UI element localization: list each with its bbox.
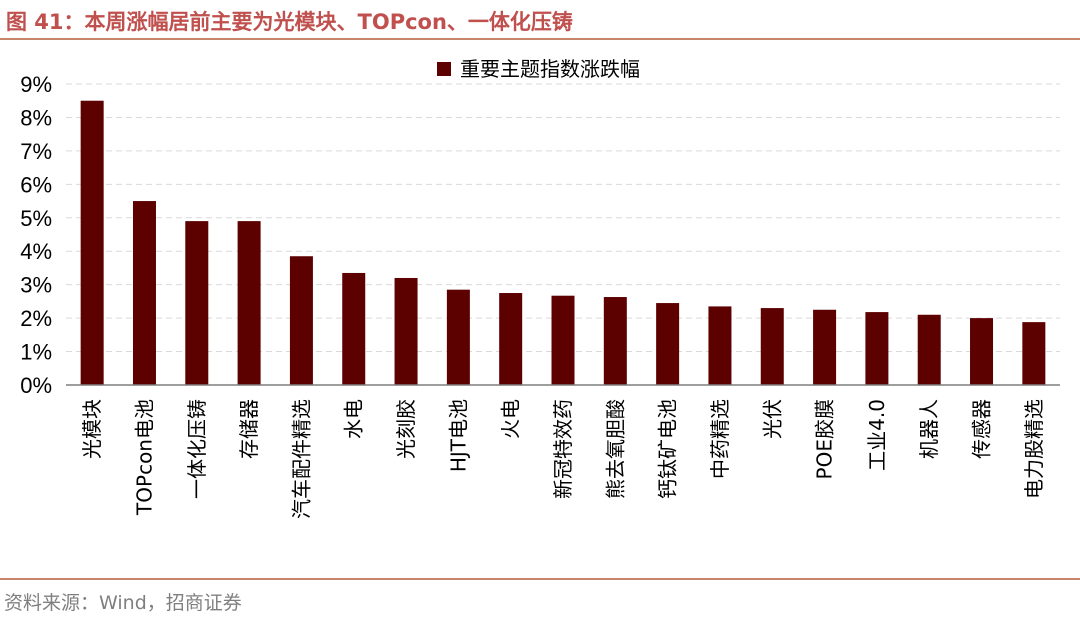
y-axis-ticks: 0% 1% 2% 3% 4% 5% 6% 7% 8% 9% — [20, 72, 52, 398]
x-category-label: 熊去氧胆酸 — [603, 399, 627, 499]
y-tick-label: 5% — [20, 206, 52, 231]
bar — [132, 201, 156, 385]
x-category-label: 钙钛矿电池 — [656, 399, 680, 499]
x-category-label: 光模块 — [80, 399, 104, 459]
y-tick-label: 3% — [20, 273, 52, 298]
x-category-label: 一体化压铸 — [185, 399, 209, 499]
y-tick-label: 4% — [20, 239, 52, 264]
x-category-label: 火电 — [499, 399, 523, 439]
bar — [865, 312, 889, 385]
x-axis-category-labels: 光模块 TOPcon电池 一体化压铸 存储器 汽车配件精选 水电 光刻胶 HJT电池 火电 新冠特… — [80, 399, 1046, 519]
x-category-label: 存储器 — [237, 399, 261, 459]
legend-swatch — [437, 62, 451, 76]
bar — [80, 100, 104, 385]
x-category-label: 传感器 — [970, 399, 994, 459]
x-category-label: TOPcon电池 — [132, 399, 156, 516]
x-category-label: 机器人 — [917, 399, 941, 459]
y-tick-label: 9% — [20, 72, 52, 97]
bar — [499, 293, 523, 385]
bar — [1022, 322, 1046, 385]
y-tick-label: 1% — [20, 340, 52, 365]
x-category-label: 汽车配件精选 — [289, 399, 313, 519]
legend: 重要主题指数涨跌幅 — [437, 57, 640, 81]
x-category-label: 工业4.0 — [865, 399, 889, 471]
bar — [185, 221, 209, 385]
gridlines — [66, 83, 1060, 353]
y-tick-label: 7% — [20, 139, 52, 164]
title-divider — [0, 38, 1080, 40]
bar — [708, 306, 732, 385]
bar — [237, 221, 261, 385]
x-category-label: 光伏 — [760, 399, 784, 439]
x-category-label: 电力股精选 — [1022, 399, 1046, 499]
y-tick-label: 2% — [20, 306, 52, 331]
bar — [970, 318, 994, 385]
bar — [342, 272, 366, 385]
bar — [551, 295, 575, 385]
bar-chart: 0% 1% 2% 3% 4% 5% 6% 7% 8% 9% 光模块 TOPcon电池 一体化压铸 存储器… — [20, 57, 1060, 519]
legend-label: 重要主题指数涨跌幅 — [460, 57, 640, 81]
x-category-label: HJT电池 — [446, 399, 470, 472]
y-tick-label: 8% — [20, 105, 52, 130]
y-tick-label: 0% — [20, 373, 52, 398]
y-tick-label: 6% — [20, 172, 52, 197]
x-category-label: 新冠特效药 — [551, 399, 575, 499]
x-category-label: 光刻胶 — [394, 399, 418, 459]
bar — [603, 297, 627, 385]
bar — [446, 289, 470, 385]
bar — [656, 303, 680, 385]
x-category-label: 中药精选 — [708, 399, 732, 479]
x-category-label: 水电 — [342, 399, 366, 439]
bar — [917, 314, 941, 385]
x-category-label: POE胶膜 — [813, 399, 837, 479]
bars — [80, 100, 1046, 385]
source-note: 资料来源：Wind，招商证券 — [4, 592, 242, 614]
bar — [813, 309, 837, 385]
bar — [394, 277, 418, 385]
figure-title: 图 41：本周涨幅居前主要为光模块、TOPcon、一体化压铸 — [6, 10, 573, 34]
bar — [289, 256, 313, 385]
footer-divider — [0, 578, 1080, 580]
bar — [760, 308, 784, 385]
